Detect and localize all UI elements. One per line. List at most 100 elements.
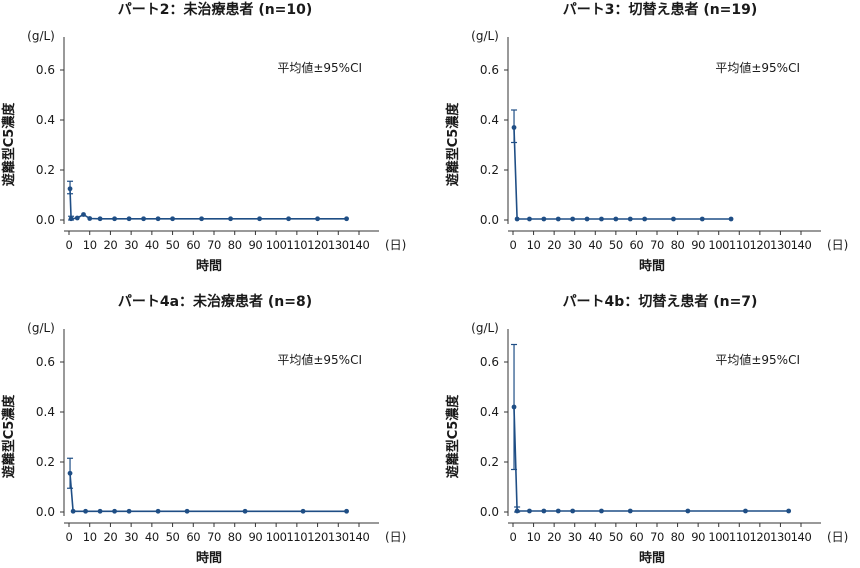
x-tick-label: 130 [328, 238, 349, 252]
x-tick-label: 80 [671, 530, 685, 544]
data-point [514, 508, 520, 514]
y-tick-label: 0.0 [480, 213, 499, 227]
chart-panel-1: パート2：未治療患者 (n=10) 0.0 0.2 0.4 0.6 0 10 20 30 40 50… [1, 1, 406, 274]
x-tick-label: 70 [207, 530, 221, 544]
data-point [570, 216, 576, 222]
data-point [671, 216, 676, 222]
x-tick-label: 140 [791, 530, 812, 544]
x-tick-label: 20 [547, 238, 561, 252]
y-tick-label: 0.0 [480, 505, 499, 519]
data-point [97, 508, 103, 514]
data-point [627, 508, 633, 514]
x-tick-label: 30 [568, 238, 582, 252]
y-tick-label: 0.4 [480, 113, 499, 127]
data-point [81, 212, 86, 217]
x-tick-label: 0 [66, 530, 73, 544]
data-point [68, 216, 74, 222]
x-axis-title: 時間 [196, 258, 222, 274]
x-axis-title: 時間 [639, 550, 665, 566]
x-tick-label: 140 [349, 238, 370, 252]
data-point [126, 508, 132, 514]
x-tick-label: 10 [83, 530, 97, 544]
y-axis-title: 遊離型C5濃度 [445, 102, 461, 187]
chart-panel-2: パート3：切替え患者 (n=19) 0.0 0.2 0.4 0.6 0 10 20 30 40 50… [445, 1, 848, 274]
data-point [315, 216, 320, 222]
data-point [511, 125, 517, 130]
data-point [228, 216, 233, 222]
chart-title: パート2：未治療患者 (n=10) [118, 1, 313, 18]
x-tick-label: 50 [166, 238, 180, 252]
data-point [170, 216, 175, 222]
chart-panel-4: パート4b：切替え患者 (n=7) 0.0 0.2 0.4 0.6 0 10 20 30 40 50… [445, 293, 848, 566]
chart-title: パート3：切替え患者 (n=19) [563, 1, 758, 18]
data-point [155, 216, 161, 222]
x-tick-label: 20 [104, 530, 118, 544]
x-axis-title: 時間 [639, 258, 665, 274]
data-point [67, 186, 73, 192]
x-tick-label: 40 [145, 530, 159, 544]
data-point [141, 216, 146, 222]
chart-title: パート4a：未治療患者 (n=8) [118, 293, 312, 310]
x-tick-label: 120 [749, 530, 770, 544]
annotation-label: 平均値±95%CI [715, 352, 800, 367]
data-point [126, 216, 132, 222]
y-axis-title: 遊離型C5濃度 [1, 394, 17, 479]
x-tick-label: 10 [83, 238, 97, 252]
data-point [728, 216, 734, 222]
x-tick-label: 10 [527, 238, 541, 252]
x-tick-label: 90 [249, 238, 263, 252]
x-tick-label: 30 [124, 530, 138, 544]
x-tick-label: 70 [207, 238, 221, 252]
y-tick-label: 0.6 [480, 63, 499, 77]
y-tick-label: 0.4 [480, 405, 499, 419]
y-tick-label: 0.4 [36, 405, 55, 419]
x-tick-label: 0 [510, 238, 517, 252]
x-tick-label: 120 [307, 530, 328, 544]
data-point [184, 508, 190, 514]
data-point [555, 216, 561, 222]
x-tick-label: 40 [145, 238, 159, 252]
x-unit-label: (日) [827, 530, 848, 544]
x-tick-label: 120 [307, 238, 328, 252]
x-tick-label: 20 [104, 238, 118, 252]
y-tick-label: 0.6 [36, 63, 55, 77]
data-point [555, 508, 561, 514]
data-point [97, 216, 103, 222]
x-tick-label: 0 [66, 238, 73, 252]
x-tick-label: 80 [228, 238, 242, 252]
x-tick-label: 120 [749, 238, 770, 252]
data-point [699, 216, 705, 222]
chart-panel-3: パート4a：未治療患者 (n=8) 0.0 0.2 0.4 0.6 0 10 20 30 40 50… [1, 293, 406, 566]
x-tick-label: 90 [691, 238, 705, 252]
x-tick-label: 50 [609, 530, 623, 544]
x-tick-label: 130 [770, 238, 791, 252]
x-tick-label: 50 [609, 238, 623, 252]
data-point [286, 216, 291, 222]
data-point [70, 508, 76, 514]
x-tick-label: 100 [708, 530, 729, 544]
x-tick-label: 40 [588, 530, 602, 544]
x-tick-label: 130 [770, 530, 791, 544]
x-unit-label: (日) [827, 238, 848, 252]
y-tick-label: 0.0 [36, 213, 55, 227]
series-line [513, 406, 789, 512]
series-line [513, 127, 732, 220]
data-point [344, 216, 349, 222]
x-tick-label: 90 [691, 530, 705, 544]
y-tick-label: 0.2 [480, 163, 499, 177]
data-point [87, 216, 93, 221]
y-tick-label: 0.4 [36, 113, 55, 127]
x-tick-label: 130 [328, 530, 349, 544]
x-tick-label: 110 [729, 238, 750, 252]
x-tick-label: 20 [547, 530, 561, 544]
x-tick-label: 30 [568, 530, 582, 544]
annotation-label: 平均値±95%CI [277, 60, 362, 75]
data-point [112, 216, 117, 222]
y-tick-label: 0.6 [480, 355, 499, 369]
data-point [257, 216, 262, 222]
y-tick-label: 0.2 [36, 455, 55, 469]
data-point [83, 508, 88, 514]
data-point [74, 215, 80, 221]
x-tick-label: 40 [588, 238, 602, 252]
